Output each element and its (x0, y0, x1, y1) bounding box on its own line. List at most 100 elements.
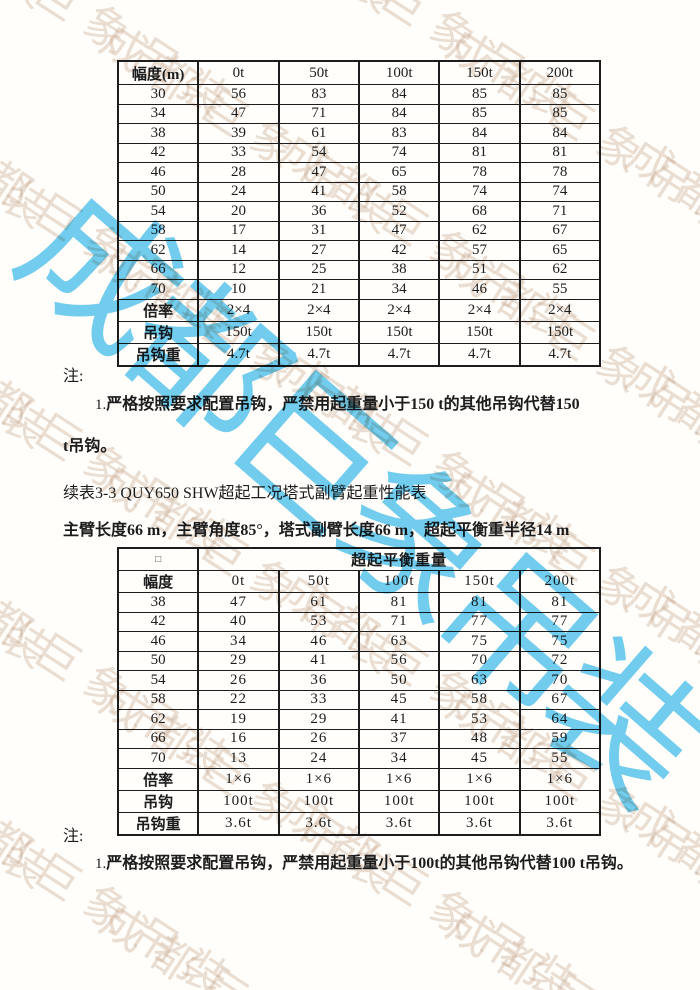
value-cell: 33 (277, 689, 359, 710)
value-cell: 62 (438, 220, 520, 241)
value-cell: 19 (197, 709, 279, 729)
value-cell: 22 (197, 689, 279, 710)
value-cell: 83 (277, 84, 359, 104)
value-cell: 100t (438, 789, 520, 812)
table-row: 62 14 27 42 57 65 (116, 240, 600, 260)
table-row: 58 22 33 45 58 67 (116, 689, 600, 710)
value-cell: 85 (438, 103, 520, 124)
table-row: 50 24 41 58 74 74 (116, 181, 600, 202)
row-label-cell: 倍率 (116, 767, 199, 790)
value-cell: 75 (518, 631, 600, 651)
section-title: 续表3-3 QUY650 SHW超起工况塔式副臂起重性能表 (63, 485, 427, 502)
value-cell: 74 (438, 181, 520, 202)
value-cell: 54 (277, 142, 359, 163)
value-cell: 41 (357, 709, 440, 729)
corner-mark: □ (116, 547, 199, 571)
value-cell: 17 (197, 220, 279, 241)
value-cell: 4.7t (277, 342, 359, 366)
table1-header-row: 幅度(m) 0t 50t 100t 150t 200t (116, 60, 600, 85)
value-cell: 1×6 (357, 767, 440, 790)
value-cell: 4.7t (438, 342, 520, 366)
row-label-cell: 54 (116, 670, 199, 690)
table-row: 66 12 25 38 51 62 (116, 259, 600, 280)
table-row: 吊钩 100t 100t 100t 100t 100t (116, 789, 600, 812)
value-cell: 85 (438, 84, 520, 104)
value-cell: 85 (518, 84, 600, 104)
value-cell: 70 (518, 670, 600, 690)
value-cell: 63 (357, 631, 440, 651)
row-label-cell: 46 (116, 631, 199, 651)
value-cell: 3.6t (438, 811, 520, 835)
value-cell: 31 (277, 220, 359, 241)
value-cell: 84 (518, 123, 600, 143)
row-label-cell: 倍率 (116, 298, 199, 321)
value-cell: 53 (277, 611, 359, 632)
value-cell: 55 (518, 279, 600, 299)
value-cell: 1×6 (197, 767, 279, 790)
table-row: 54 26 36 50 63 70 (116, 670, 600, 690)
note2-line1: 1.严格按照要求配置吊钩，严禁用起重量小于100t的其他吊钩代替100 t吊钩。 (95, 849, 633, 873)
row-label-cell: 66 (116, 259, 199, 280)
value-cell: 4.7t (357, 342, 440, 366)
note1-line2: t吊钩。 (63, 438, 117, 455)
note2-label: 注: (63, 828, 84, 845)
value-cell: 33 (197, 142, 279, 163)
table-row: 46 28 47 65 78 78 (116, 162, 600, 182)
value-cell: 34 (357, 279, 440, 299)
value-cell: 53 (438, 709, 520, 729)
note1-line1: 1.严格按照要求配置吊钩，严禁用起重量小于150 t的其他吊钩代替150 (95, 390, 580, 414)
row-label-cell: 50 (116, 650, 199, 671)
value-cell: 57 (438, 240, 520, 260)
table-row: 50 29 41 56 70 72 (116, 650, 600, 671)
value-cell: 27 (277, 240, 359, 260)
value-cell: 48 (438, 728, 520, 749)
value-cell: 59 (518, 728, 600, 749)
value-cell: 47 (357, 220, 440, 241)
table1-header: 幅度(m) 0t 50t 100t 150t 200t (116, 60, 600, 85)
value-cell: 50 (357, 670, 440, 690)
value-cell: 100t (197, 789, 279, 812)
table-row: 58 17 31 47 62 67 (116, 220, 600, 241)
value-cell: 67 (518, 689, 600, 710)
column-header: 50t (277, 570, 359, 593)
row-label-cell: 42 (116, 142, 199, 163)
row-label-cell: 54 (116, 201, 199, 221)
row-label-cell: 吊钩重 (116, 811, 199, 835)
value-cell: 2×4 (357, 298, 440, 321)
value-cell: 36 (277, 201, 359, 221)
table-row: 42 33 54 74 81 81 (116, 142, 600, 163)
value-cell: 46 (277, 631, 359, 651)
table-row: 46 34 46 63 75 75 (116, 631, 600, 651)
value-cell: 65 (518, 240, 600, 260)
value-cell: 100t (357, 789, 440, 812)
value-cell: 3.6t (277, 811, 359, 835)
table-row: 62 19 29 41 53 64 (116, 709, 600, 729)
row-label-cell: 66 (116, 728, 199, 749)
column-header: 100t (357, 570, 440, 593)
table2-header-row: 幅度 0t 50t 100t 150t 200t (116, 570, 600, 593)
table2-body: 38 47 61 81 81 81 42 40 53 71 77 77 46 34 46 63 75 75 50 29… (116, 592, 600, 835)
column-header: 200t (518, 60, 600, 85)
value-cell: 81 (518, 142, 600, 163)
value-cell: 71 (357, 611, 440, 632)
value-cell: 26 (277, 728, 359, 749)
row-label-cell: 38 (116, 123, 199, 143)
value-cell: 150t (438, 320, 520, 343)
value-cell: 74 (518, 181, 600, 202)
value-cell: 150t (197, 320, 279, 343)
value-cell: 16 (197, 728, 279, 749)
table-row: 倍率 2×4 2×4 2×4 2×4 2×4 (116, 298, 600, 321)
capacity-table-2: □ 超起平衡重量 幅度 0t 50t 100t 150t 200t 38 47 61 81 81 8… (116, 547, 601, 836)
value-cell: 39 (197, 123, 279, 143)
table-row: 70 10 21 34 46 55 (116, 279, 600, 299)
note1-number: 1. (95, 397, 107, 413)
value-cell: 29 (277, 709, 359, 729)
table-row: 66 16 26 37 48 59 (116, 728, 600, 749)
note1-label: 注: (63, 368, 84, 385)
value-cell: 81 (357, 592, 440, 612)
value-cell: 3.6t (357, 811, 440, 835)
row-label-cell: 62 (116, 709, 199, 729)
row-label-cell: 吊钩重 (116, 342, 199, 366)
value-cell: 83 (357, 123, 440, 143)
